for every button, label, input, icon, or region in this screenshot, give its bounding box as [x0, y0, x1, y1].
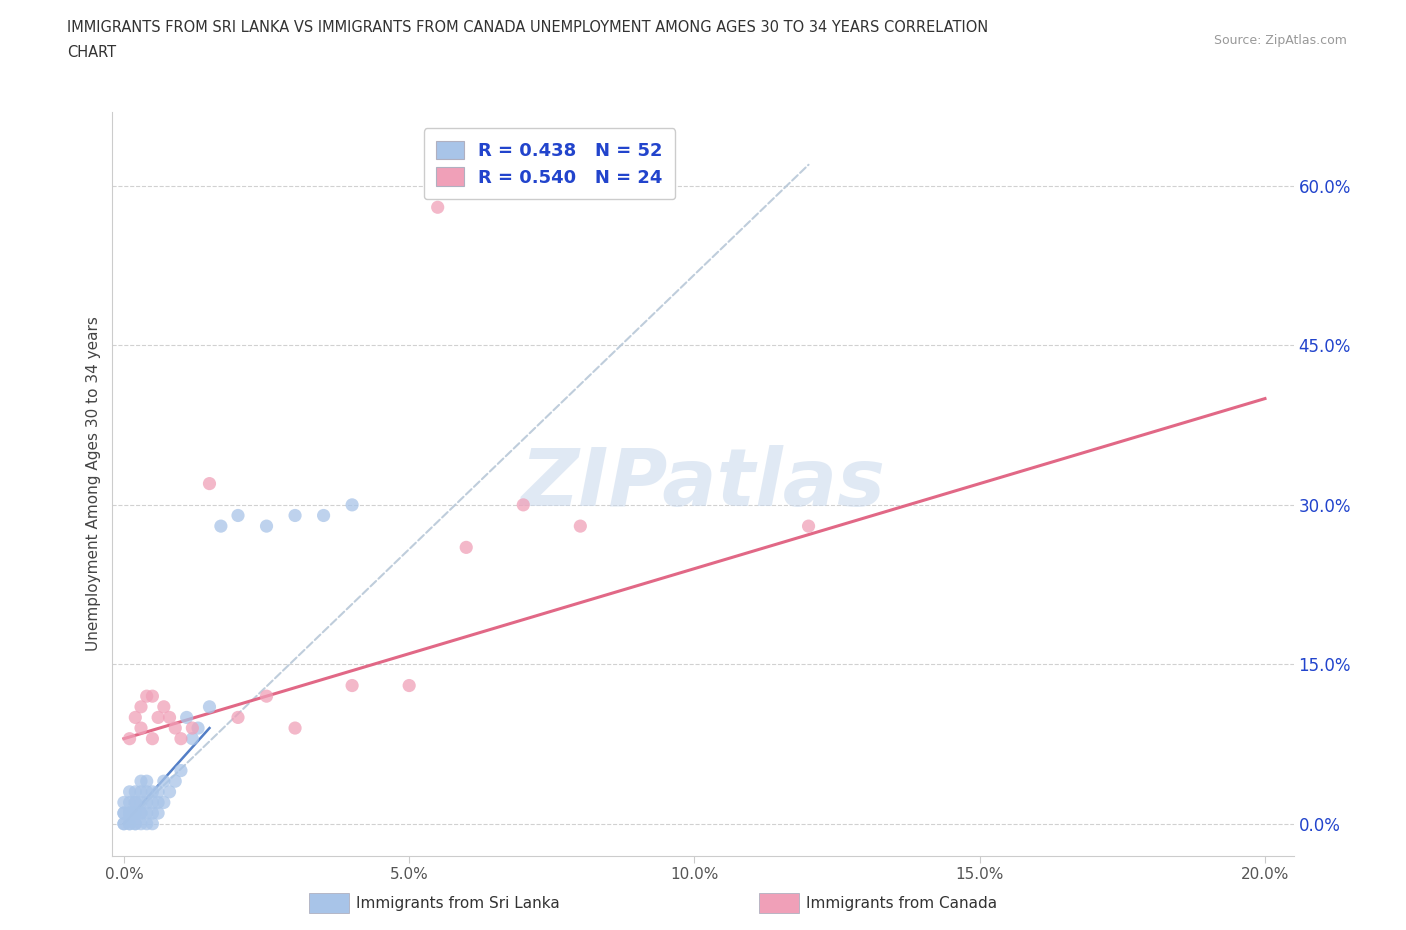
Point — [135, 805, 157, 820]
Point — [153, 699, 176, 714]
Point — [256, 689, 278, 704]
Point — [118, 817, 141, 831]
Point — [129, 721, 152, 736]
Point — [118, 805, 141, 820]
Point — [209, 519, 232, 534]
Point — [256, 519, 278, 534]
Point — [181, 721, 204, 736]
Point — [426, 200, 449, 215]
Point — [181, 731, 204, 746]
Point — [159, 784, 181, 799]
Point — [159, 710, 181, 724]
Point — [118, 805, 141, 820]
Point — [198, 699, 221, 714]
Point — [124, 795, 146, 810]
Point — [226, 508, 249, 523]
Point — [118, 795, 141, 810]
Point — [129, 805, 152, 820]
Point — [118, 805, 141, 820]
Point — [153, 774, 176, 789]
Point — [141, 795, 163, 810]
Text: Immigrants from Sri Lanka: Immigrants from Sri Lanka — [356, 896, 560, 910]
Point — [176, 710, 198, 724]
Point — [135, 784, 157, 799]
Point — [135, 774, 157, 789]
Point — [129, 784, 152, 799]
Point — [124, 795, 146, 810]
Point — [170, 764, 193, 778]
Point — [398, 678, 420, 693]
Point — [112, 805, 135, 820]
Point — [797, 519, 820, 534]
Point — [141, 817, 163, 831]
Point — [112, 817, 135, 831]
Point — [153, 795, 176, 810]
Point — [135, 817, 157, 831]
Point — [118, 784, 141, 799]
Point — [135, 689, 157, 704]
Point — [141, 689, 163, 704]
Point — [312, 508, 335, 523]
Point — [112, 805, 135, 820]
Point — [129, 795, 152, 810]
Point — [456, 540, 478, 555]
Text: CHART: CHART — [67, 45, 117, 60]
Point — [198, 476, 221, 491]
Point — [135, 795, 157, 810]
Point — [129, 699, 152, 714]
Point — [112, 817, 135, 831]
Point — [226, 710, 249, 724]
Text: Immigrants from Canada: Immigrants from Canada — [806, 896, 997, 910]
Legend: R = 0.438   N = 52, R = 0.540   N = 24: R = 0.438 N = 52, R = 0.540 N = 24 — [423, 128, 675, 199]
Point — [146, 710, 169, 724]
Y-axis label: Unemployment Among Ages 30 to 34 years: Unemployment Among Ages 30 to 34 years — [86, 316, 101, 651]
Point — [124, 784, 146, 799]
Point — [146, 784, 169, 799]
Point — [124, 805, 146, 820]
Point — [124, 710, 146, 724]
Point — [512, 498, 534, 512]
Point — [124, 817, 146, 831]
Point — [284, 721, 307, 736]
Point — [284, 508, 307, 523]
Point — [187, 721, 209, 736]
Point — [170, 731, 193, 746]
Point — [112, 795, 135, 810]
Point — [146, 805, 169, 820]
Point — [129, 817, 152, 831]
Text: IMMIGRANTS FROM SRI LANKA VS IMMIGRANTS FROM CANADA UNEMPLOYMENT AMONG AGES 30 T: IMMIGRANTS FROM SRI LANKA VS IMMIGRANTS … — [67, 20, 988, 35]
Point — [129, 805, 152, 820]
Point — [129, 774, 152, 789]
Point — [165, 774, 187, 789]
Point — [569, 519, 592, 534]
Point — [141, 731, 163, 746]
Point — [118, 817, 141, 831]
Point — [165, 721, 187, 736]
Point — [141, 784, 163, 799]
Text: ZIPatlas: ZIPatlas — [520, 445, 886, 523]
Text: Source: ZipAtlas.com: Source: ZipAtlas.com — [1213, 34, 1347, 47]
Point — [118, 731, 141, 746]
Point — [340, 678, 363, 693]
Point — [124, 817, 146, 831]
Point — [340, 498, 363, 512]
Point — [124, 805, 146, 820]
Point — [146, 795, 169, 810]
Point — [141, 805, 163, 820]
